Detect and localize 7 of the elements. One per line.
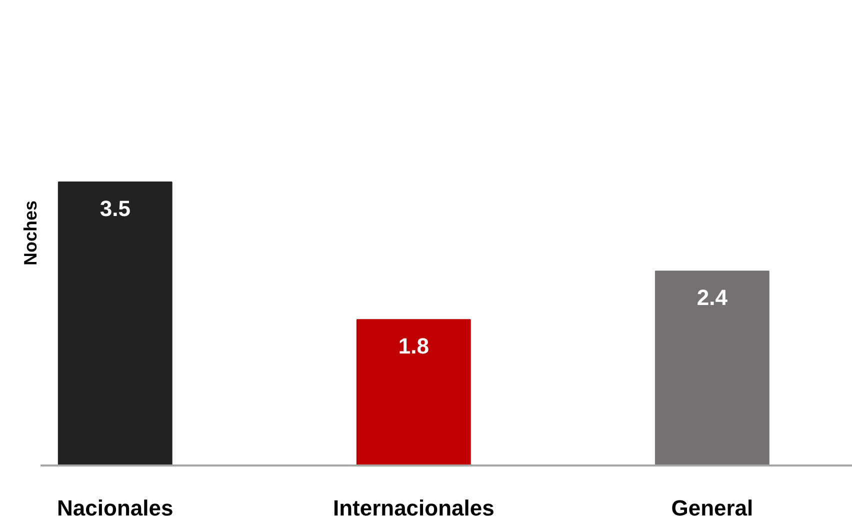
x-tick-label: Nacionales [57,496,174,520]
y-axis-title: Noches [20,200,40,266]
data-label: 2.4 [696,285,728,310]
data-label: 1.8 [398,334,429,359]
x-tick-label: Internacionales [332,496,494,520]
data-label: 3.5 [100,196,130,221]
x-tick-label: General [671,496,754,520]
